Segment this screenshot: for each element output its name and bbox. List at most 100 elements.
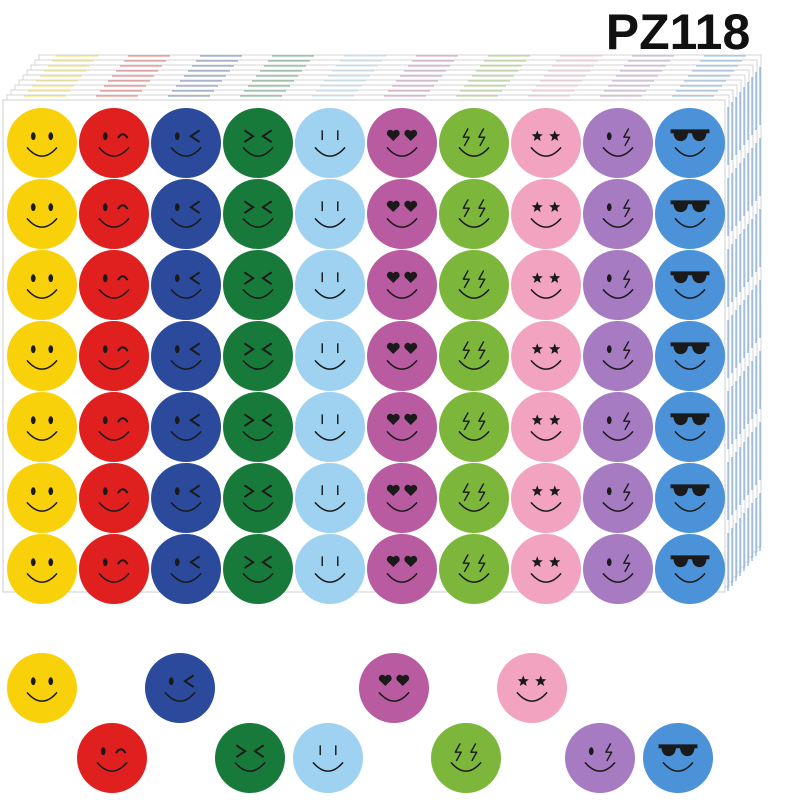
eye (404, 129, 418, 142)
sticker-face (7, 108, 78, 178)
sticker-face (151, 321, 221, 391)
mouth (26, 360, 58, 370)
sticker-face (439, 534, 509, 604)
eye (531, 201, 543, 212)
mouth (164, 692, 196, 702)
eye (100, 747, 106, 756)
mouth (242, 289, 274, 299)
sticker-face (367, 463, 437, 533)
eye (549, 130, 561, 141)
eye (386, 129, 400, 142)
smiley-sticker (497, 653, 567, 723)
eye (478, 199, 486, 218)
mouth (98, 218, 130, 228)
sticker-face (79, 321, 149, 391)
mouth (170, 289, 202, 299)
eye (117, 488, 129, 494)
sticker-face (223, 179, 293, 249)
eye (189, 555, 201, 569)
sunglasses (670, 200, 710, 213)
mouth (602, 573, 634, 583)
mouth (674, 431, 706, 441)
smiley-sticker (439, 179, 509, 249)
eye (174, 558, 180, 567)
sticker-face (655, 463, 725, 533)
eye (623, 128, 631, 147)
smiley-sticker (583, 250, 653, 320)
loose-stickers (7, 653, 713, 793)
eye (549, 414, 561, 425)
sticker-face (439, 108, 509, 178)
smiley-sticker (79, 321, 149, 391)
sticker-face (439, 321, 509, 391)
mouth (98, 147, 130, 157)
mouth (26, 218, 58, 228)
eye (478, 270, 486, 289)
sticker-face (367, 392, 437, 462)
smiley-sticker (223, 534, 293, 604)
eye (549, 485, 561, 496)
smiley-sticker (655, 463, 725, 533)
eye (261, 413, 273, 427)
smiley-sticker (295, 250, 365, 320)
mouth (602, 431, 634, 441)
mouth (98, 360, 130, 370)
smiley-sticker (79, 392, 149, 462)
eye (531, 272, 543, 283)
eye (623, 554, 631, 573)
smiley-sticker (367, 392, 437, 462)
smiley-sticker (583, 179, 653, 249)
sticker-face (151, 534, 221, 604)
sticker-face (367, 321, 437, 391)
sticker-face (151, 108, 221, 178)
mouth (530, 431, 562, 441)
smiley-sticker (223, 179, 293, 249)
eye (174, 345, 180, 354)
mouth (314, 147, 346, 157)
eye (48, 274, 54, 283)
mouth (98, 573, 130, 583)
eye (117, 417, 129, 423)
sticker-face (583, 108, 653, 178)
eye (549, 556, 561, 567)
smiley-sticker (367, 321, 437, 391)
smiley-sticker (367, 250, 437, 320)
smiley-sticker (511, 534, 581, 604)
sunglasses (670, 271, 710, 284)
sticker-face (655, 250, 725, 320)
sticker-face (583, 392, 653, 462)
smiley-sticker (7, 534, 78, 604)
sticker-face (223, 534, 293, 604)
smiley-sticker (439, 463, 509, 533)
sticker-face (511, 534, 581, 604)
sticker-face (439, 392, 509, 462)
eye (517, 675, 529, 686)
eye (243, 271, 255, 285)
sticker-face (79, 392, 149, 462)
smiley-sticker (151, 321, 221, 391)
sticker-face (359, 653, 429, 723)
eye (462, 128, 470, 147)
eye (404, 413, 418, 426)
smiley-sticker (293, 723, 363, 793)
sticker-face (643, 723, 713, 793)
sticker-face (7, 653, 78, 723)
eye (606, 345, 612, 354)
eye (531, 130, 543, 141)
smiley-sticker (7, 250, 78, 320)
eye (189, 200, 201, 214)
eye (102, 274, 108, 283)
mouth (26, 692, 58, 702)
eye (102, 487, 108, 496)
eye (117, 133, 129, 139)
eye (606, 132, 612, 141)
smiley-sticker (151, 463, 221, 533)
smiley-sticker (151, 534, 221, 604)
eye (30, 203, 36, 212)
sticker-face (295, 179, 365, 249)
mouth (242, 431, 274, 441)
eye (404, 342, 418, 355)
sticker-face (367, 108, 437, 178)
mouth (458, 431, 490, 441)
